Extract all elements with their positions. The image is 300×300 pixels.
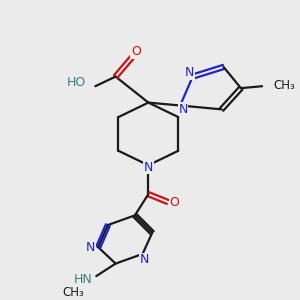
Text: HO: HO: [67, 76, 86, 89]
Text: CH₃: CH₃: [274, 79, 296, 92]
Text: N: N: [144, 161, 153, 174]
Text: N: N: [86, 241, 95, 254]
Text: N: N: [178, 103, 188, 116]
Text: CH₃: CH₃: [62, 286, 84, 299]
Text: N: N: [185, 66, 194, 79]
Text: N: N: [140, 253, 149, 266]
Text: O: O: [169, 196, 179, 209]
Text: HN: HN: [74, 272, 92, 286]
Text: O: O: [131, 45, 141, 58]
